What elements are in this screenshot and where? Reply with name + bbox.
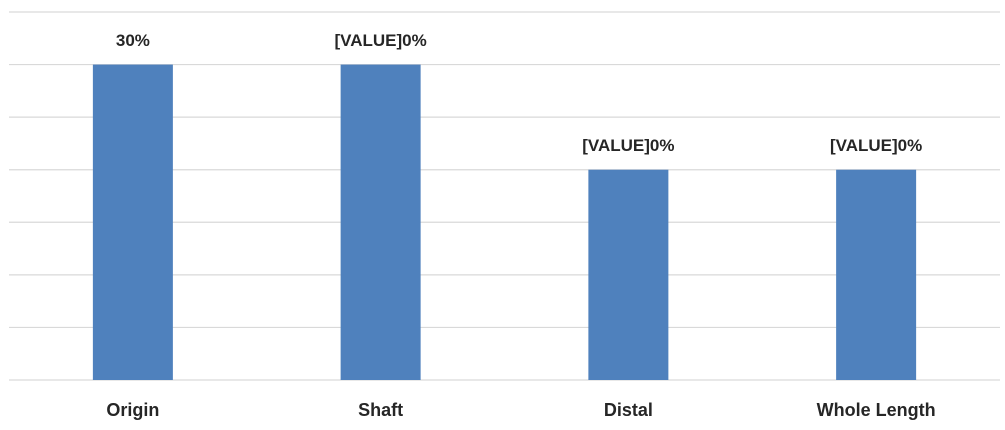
- x-tick-label: Whole Length: [817, 400, 936, 420]
- value-label: [VALUE]0%: [830, 136, 922, 155]
- value-label: 30%: [116, 31, 150, 50]
- bar: [588, 169, 669, 380]
- x-tick-label: Shaft: [358, 400, 403, 420]
- bar: [340, 64, 421, 381]
- value-label: [VALUE]0%: [582, 136, 674, 155]
- value-label: [VALUE]0%: [335, 31, 427, 50]
- bar: [836, 169, 917, 380]
- bar: [92, 64, 173, 381]
- x-tick-label: Origin: [106, 400, 159, 420]
- x-tick-label: Distal: [604, 400, 653, 420]
